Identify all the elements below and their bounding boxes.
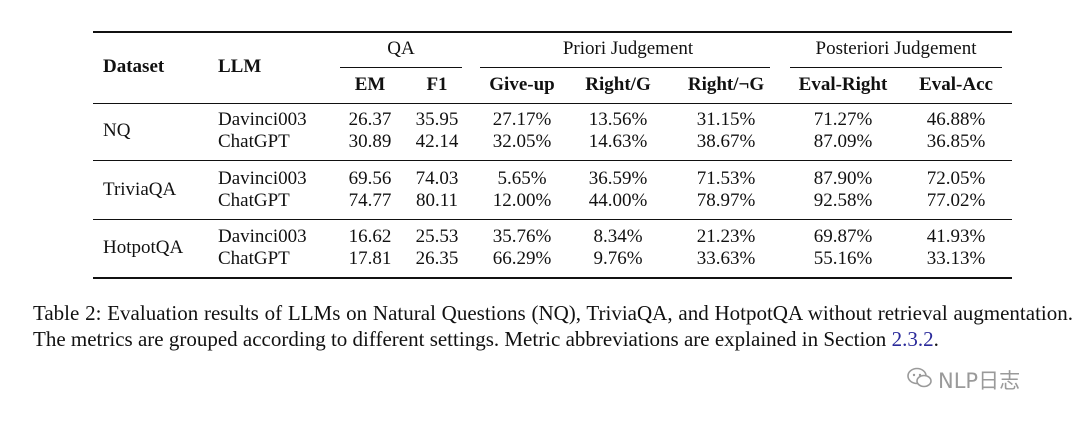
metric-value: 32.05%: [492, 131, 552, 152]
bottom-rule: [93, 277, 1012, 279]
group-header: Priori Judgement: [562, 38, 694, 59]
metric-value: 78.97%: [696, 190, 756, 211]
metric-value: 80.11: [415, 190, 459, 211]
header-dataset: Dataset: [103, 56, 165, 77]
metric-value: 21.23%: [696, 226, 756, 247]
dataset-name: TriviaQA: [103, 179, 177, 200]
llm-name: ChatGPT: [218, 248, 290, 269]
group-header: QA: [387, 38, 415, 59]
row-rule: [93, 219, 1012, 220]
metric-value: 44.00%: [588, 190, 648, 211]
column-header: Eval-Right: [798, 74, 888, 95]
watermark: NLP日志: [938, 369, 1021, 393]
metric-value: 77.02%: [926, 190, 986, 211]
dataset-name: NQ: [103, 120, 131, 141]
metric-value: 35.95: [415, 109, 459, 130]
metric-value: 42.14: [415, 131, 459, 152]
metric-value: 30.89: [348, 131, 392, 152]
metric-value: 74.77: [348, 190, 392, 211]
metric-value: 13.56%: [588, 109, 648, 130]
metric-value: 26.37: [348, 109, 392, 130]
metric-value: 69.87%: [813, 226, 873, 247]
metric-value: 12.00%: [492, 190, 552, 211]
metric-value: 92.58%: [813, 190, 873, 211]
header-rule: [93, 103, 1012, 104]
metric-value: 69.56: [348, 168, 392, 189]
metric-value: 87.90%: [813, 168, 873, 189]
metric-value: 36.85%: [926, 131, 986, 152]
group-header: Posteriori Judgement: [815, 38, 977, 59]
metric-value: 33.63%: [696, 248, 756, 269]
metric-value: 26.35: [415, 248, 459, 269]
metric-value: 36.59%: [588, 168, 648, 189]
metric-value: 27.17%: [492, 109, 552, 130]
caption: Table 2: Evaluation results of LLMs on N…: [33, 300, 1073, 352]
metric-value: 9.76%: [593, 248, 643, 269]
metric-value: 66.29%: [492, 248, 552, 269]
dataset-name: HotpotQA: [103, 237, 184, 258]
top-rule: [93, 31, 1012, 33]
metric-value: 87.09%: [813, 131, 873, 152]
metric-value: 31.15%: [696, 109, 756, 130]
metric-value: 71.53%: [696, 168, 756, 189]
column-header: EM: [354, 74, 386, 95]
metric-value: 8.34%: [593, 226, 643, 247]
column-header: Give-up: [489, 74, 555, 95]
column-header: F1: [426, 74, 448, 95]
caption-end: .: [933, 327, 939, 351]
llm-name: Davinci003: [218, 226, 307, 247]
metric-value: 72.05%: [926, 168, 986, 189]
metric-value: 46.88%: [926, 109, 986, 130]
llm-name: ChatGPT: [218, 131, 290, 152]
section-link[interactable]: 2.3.2: [891, 327, 934, 351]
caption-text: Table 2: Evaluation results of LLMs on N…: [33, 301, 1073, 351]
column-header: Right/G: [585, 74, 651, 95]
metric-value: 25.53: [415, 226, 459, 247]
metric-value: 33.13%: [926, 248, 986, 269]
header-llm: LLM: [218, 56, 262, 77]
metric-value: 5.65%: [497, 168, 547, 189]
column-header: Right/¬G: [687, 74, 765, 95]
metric-value: 17.81: [348, 248, 392, 269]
group-rule: [340, 67, 462, 68]
group-rule: [480, 67, 770, 68]
llm-name: Davinci003: [218, 109, 307, 130]
metric-value: 16.62: [348, 226, 392, 247]
metric-value: 38.67%: [696, 131, 756, 152]
llm-name: ChatGPT: [218, 190, 290, 211]
llm-name: Davinci003: [218, 168, 307, 189]
metric-value: 55.16%: [813, 248, 873, 269]
column-header: Eval-Acc: [919, 74, 993, 95]
metric-value: 74.03: [415, 168, 459, 189]
group-rule: [790, 67, 1002, 68]
metric-value: 14.63%: [588, 131, 648, 152]
metric-value: 71.27%: [813, 109, 873, 130]
row-rule: [93, 160, 1012, 161]
metric-value: 41.93%: [926, 226, 986, 247]
wechat-icon: [907, 367, 932, 388]
metric-value: 35.76%: [492, 226, 552, 247]
